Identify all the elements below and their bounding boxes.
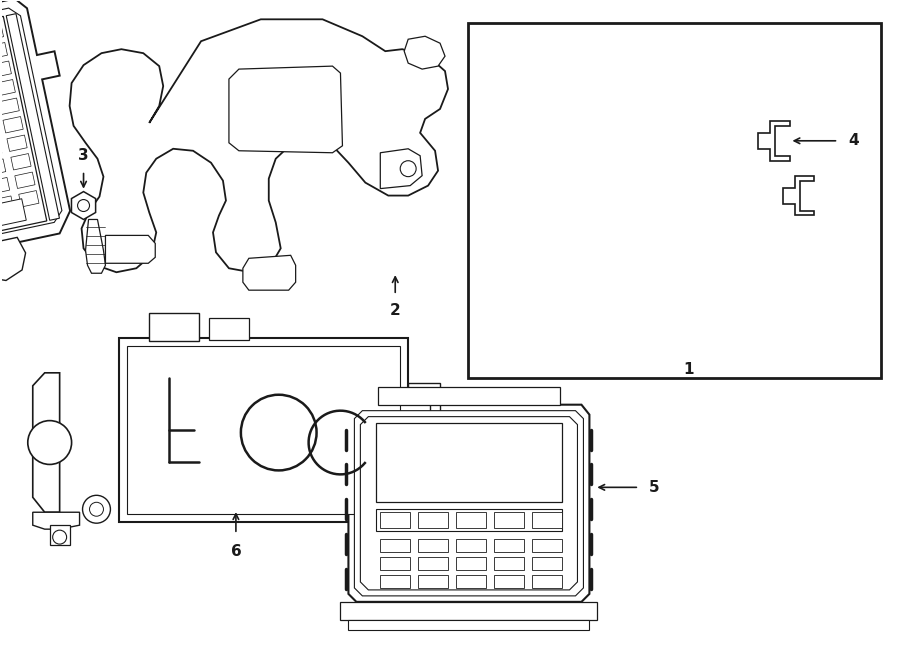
Polygon shape xyxy=(409,383,440,412)
Circle shape xyxy=(89,502,104,516)
Polygon shape xyxy=(0,238,25,281)
Polygon shape xyxy=(0,177,10,194)
Polygon shape xyxy=(0,159,5,175)
Polygon shape xyxy=(360,416,578,590)
Text: 2: 2 xyxy=(390,303,400,318)
Polygon shape xyxy=(19,191,39,207)
Polygon shape xyxy=(0,199,26,228)
Bar xyxy=(149,313,199,341)
Polygon shape xyxy=(348,620,590,630)
Bar xyxy=(381,539,410,552)
Circle shape xyxy=(428,438,438,448)
Bar xyxy=(209,318,248,340)
Bar xyxy=(532,557,562,570)
Polygon shape xyxy=(783,175,814,216)
Polygon shape xyxy=(50,525,69,545)
Bar xyxy=(494,575,524,588)
Polygon shape xyxy=(0,8,62,247)
Polygon shape xyxy=(0,196,14,213)
Bar xyxy=(494,512,524,528)
Polygon shape xyxy=(355,410,583,596)
Circle shape xyxy=(400,161,416,177)
Bar xyxy=(494,539,524,552)
Polygon shape xyxy=(32,512,79,529)
Polygon shape xyxy=(381,149,422,189)
Bar xyxy=(494,557,524,570)
Polygon shape xyxy=(758,121,789,161)
Bar xyxy=(532,575,562,588)
Circle shape xyxy=(241,395,317,471)
Polygon shape xyxy=(86,220,105,273)
Polygon shape xyxy=(6,14,59,220)
Circle shape xyxy=(28,420,72,465)
Text: 5: 5 xyxy=(649,480,660,495)
Bar xyxy=(532,512,562,528)
Bar xyxy=(456,557,486,570)
Text: 3: 3 xyxy=(78,148,89,164)
Bar xyxy=(128,346,400,514)
Polygon shape xyxy=(69,19,448,272)
Bar xyxy=(468,23,881,378)
Polygon shape xyxy=(348,404,590,602)
Bar xyxy=(456,575,486,588)
Bar xyxy=(418,557,448,570)
Bar xyxy=(381,575,410,588)
Polygon shape xyxy=(0,61,12,77)
Polygon shape xyxy=(0,79,15,96)
Polygon shape xyxy=(71,191,95,220)
Bar xyxy=(418,539,448,552)
Bar xyxy=(376,422,562,502)
Text: 4: 4 xyxy=(848,133,859,148)
Polygon shape xyxy=(0,0,70,260)
Polygon shape xyxy=(243,256,296,290)
Bar xyxy=(120,338,409,522)
Polygon shape xyxy=(229,66,343,153)
Polygon shape xyxy=(105,236,155,263)
Polygon shape xyxy=(0,24,4,40)
Text: 1: 1 xyxy=(684,362,694,377)
Polygon shape xyxy=(378,387,560,404)
Polygon shape xyxy=(404,36,445,69)
Text: 6: 6 xyxy=(230,544,241,559)
Polygon shape xyxy=(7,135,27,152)
Polygon shape xyxy=(0,17,47,243)
Bar xyxy=(456,512,486,528)
Bar xyxy=(532,539,562,552)
Bar xyxy=(456,539,486,552)
Circle shape xyxy=(53,530,67,544)
Polygon shape xyxy=(0,42,7,59)
Polygon shape xyxy=(11,154,32,170)
Bar xyxy=(376,509,562,531)
Bar xyxy=(381,557,410,570)
Bar xyxy=(381,512,410,528)
Bar xyxy=(418,512,448,528)
Polygon shape xyxy=(3,117,23,133)
Polygon shape xyxy=(32,373,59,512)
Polygon shape xyxy=(0,140,2,157)
Bar xyxy=(418,575,448,588)
Polygon shape xyxy=(409,422,440,457)
Polygon shape xyxy=(14,172,35,189)
Polygon shape xyxy=(340,602,598,620)
Polygon shape xyxy=(0,98,19,115)
Circle shape xyxy=(77,199,89,211)
Circle shape xyxy=(83,495,111,523)
